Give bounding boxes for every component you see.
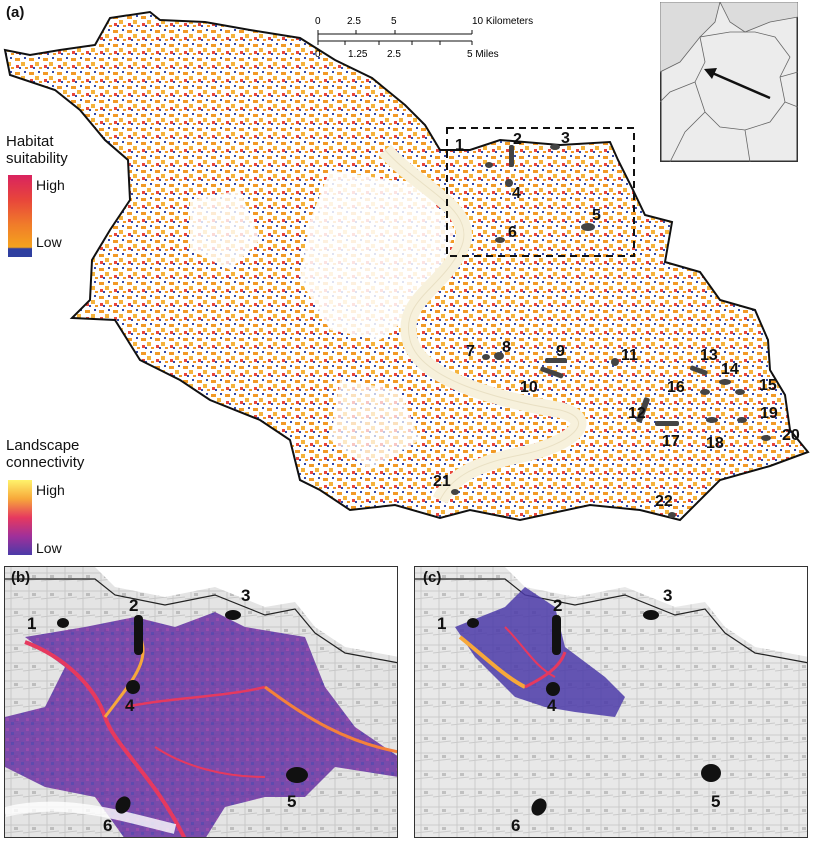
site-label-19: 19 (760, 405, 778, 422)
scale-bar (317, 30, 473, 45)
study-sites (451, 144, 771, 518)
inset-panel-b: 1 2 3 4 5 6 (b) (4, 566, 398, 838)
site-label-6: 6 (508, 224, 517, 241)
scale-mi-1-25: 1.25 (348, 49, 368, 60)
connectivity-high-label: High (36, 482, 65, 498)
site-19 (737, 417, 747, 423)
inset-c-label-4: 4 (547, 696, 557, 715)
site-label-18: 18 (706, 435, 724, 452)
inset-b-label-2: 2 (129, 596, 138, 615)
habitat-legend-title: Habitat suitability (6, 133, 68, 167)
site-1 (485, 162, 493, 168)
site-label-5: 5 (592, 207, 601, 224)
site-20 (761, 435, 771, 441)
panel-a-label: (a) (6, 4, 25, 21)
scale-mi-0: 0 (315, 49, 321, 60)
site-label-15: 15 (759, 377, 777, 394)
site-15 (735, 389, 745, 395)
scale-mi-2-5: 2.5 (387, 49, 401, 60)
inset-c-map: 1 2 3 4 5 6 (415, 567, 807, 837)
inset-b-label-1: 1 (27, 614, 36, 633)
site-label-7: 7 (466, 343, 475, 360)
locator-arrow (709, 70, 771, 100)
site-10 (540, 366, 564, 379)
site-label-20: 20 (782, 427, 800, 444)
site-label-3: 3 (561, 130, 570, 147)
site-8 (494, 352, 504, 360)
site-4 (505, 179, 513, 187)
inset-b-label-3: 3 (241, 586, 250, 605)
site-label-4: 4 (512, 185, 521, 202)
site-5 (581, 223, 595, 231)
site-label-12: 12 (628, 405, 646, 422)
site-14 (719, 379, 731, 385)
inset-c-label-5: 5 (711, 792, 720, 811)
site-label-9: 9 (556, 343, 565, 360)
site-label-16: 16 (667, 379, 685, 396)
site-11 (611, 358, 619, 366)
locator-map (660, 2, 798, 162)
site-6 (495, 237, 505, 243)
site-9 (545, 358, 567, 363)
site-label-11: 11 (621, 347, 638, 364)
site-label-1: 1 (455, 137, 464, 154)
site-label-14: 14 (721, 361, 739, 378)
inset-c-label-2: 2 (553, 596, 562, 615)
inset-panel-c: 1 2 3 4 5 6 (c) (414, 566, 808, 838)
scale-km-0: 0 (315, 16, 321, 27)
inset-c-label-3: 3 (663, 586, 672, 605)
site-label-8: 8 (502, 339, 511, 356)
site-label-22: 22 (655, 493, 673, 510)
habitat-low-label: Low (36, 234, 62, 250)
site-label-17: 17 (662, 433, 680, 450)
connectivity-network-c (455, 587, 625, 717)
habitat-high-label: High (36, 177, 65, 193)
connectivity-legend-title: Landscape connectivity (6, 437, 85, 471)
site-16 (700, 389, 710, 395)
site-12 (636, 397, 650, 423)
inset-b-map: 1 2 3 4 5 6 (5, 567, 397, 837)
site-3 (550, 144, 560, 150)
scale-km-2-5: 2.5 (347, 16, 361, 27)
site-label-2: 2 (513, 131, 522, 148)
scale-km-5: 5 (391, 16, 397, 27)
inset-extent-box (446, 127, 635, 257)
site-18 (706, 417, 718, 423)
main-map: 1 2 3 4 5 6 7 8 9 10 11 12 13 14 15 16 1… (3, 10, 810, 522)
site-21 (451, 489, 459, 495)
habitat-color-ramp (8, 175, 32, 257)
site-2 (509, 145, 514, 167)
site-17 (655, 421, 679, 426)
site-13 (690, 365, 708, 376)
site-22 (668, 512, 676, 518)
south-open-area (330, 380, 420, 470)
site-7 (482, 354, 490, 360)
scale-mi-5: 5 Miles (467, 49, 499, 60)
inset-c-label-6: 6 (511, 816, 520, 835)
connectivity-color-ramp (8, 480, 32, 555)
panel-b-label: (b) (11, 569, 31, 586)
scale-km-10: 10 Kilometers (472, 16, 533, 27)
inset-b-label-5: 5 (287, 792, 296, 811)
site-label-13: 13 (700, 347, 718, 364)
site-label-21: 21 (433, 473, 451, 490)
panel-c-label: (c) (423, 569, 442, 586)
connectivity-low-label: Low (36, 540, 62, 556)
inset-c-label-1: 1 (437, 614, 446, 633)
inset-b-label-6: 6 (103, 816, 112, 835)
inset-b-label-4: 4 (125, 696, 135, 715)
west-open-area (190, 190, 260, 270)
site-label-10: 10 (520, 379, 538, 396)
